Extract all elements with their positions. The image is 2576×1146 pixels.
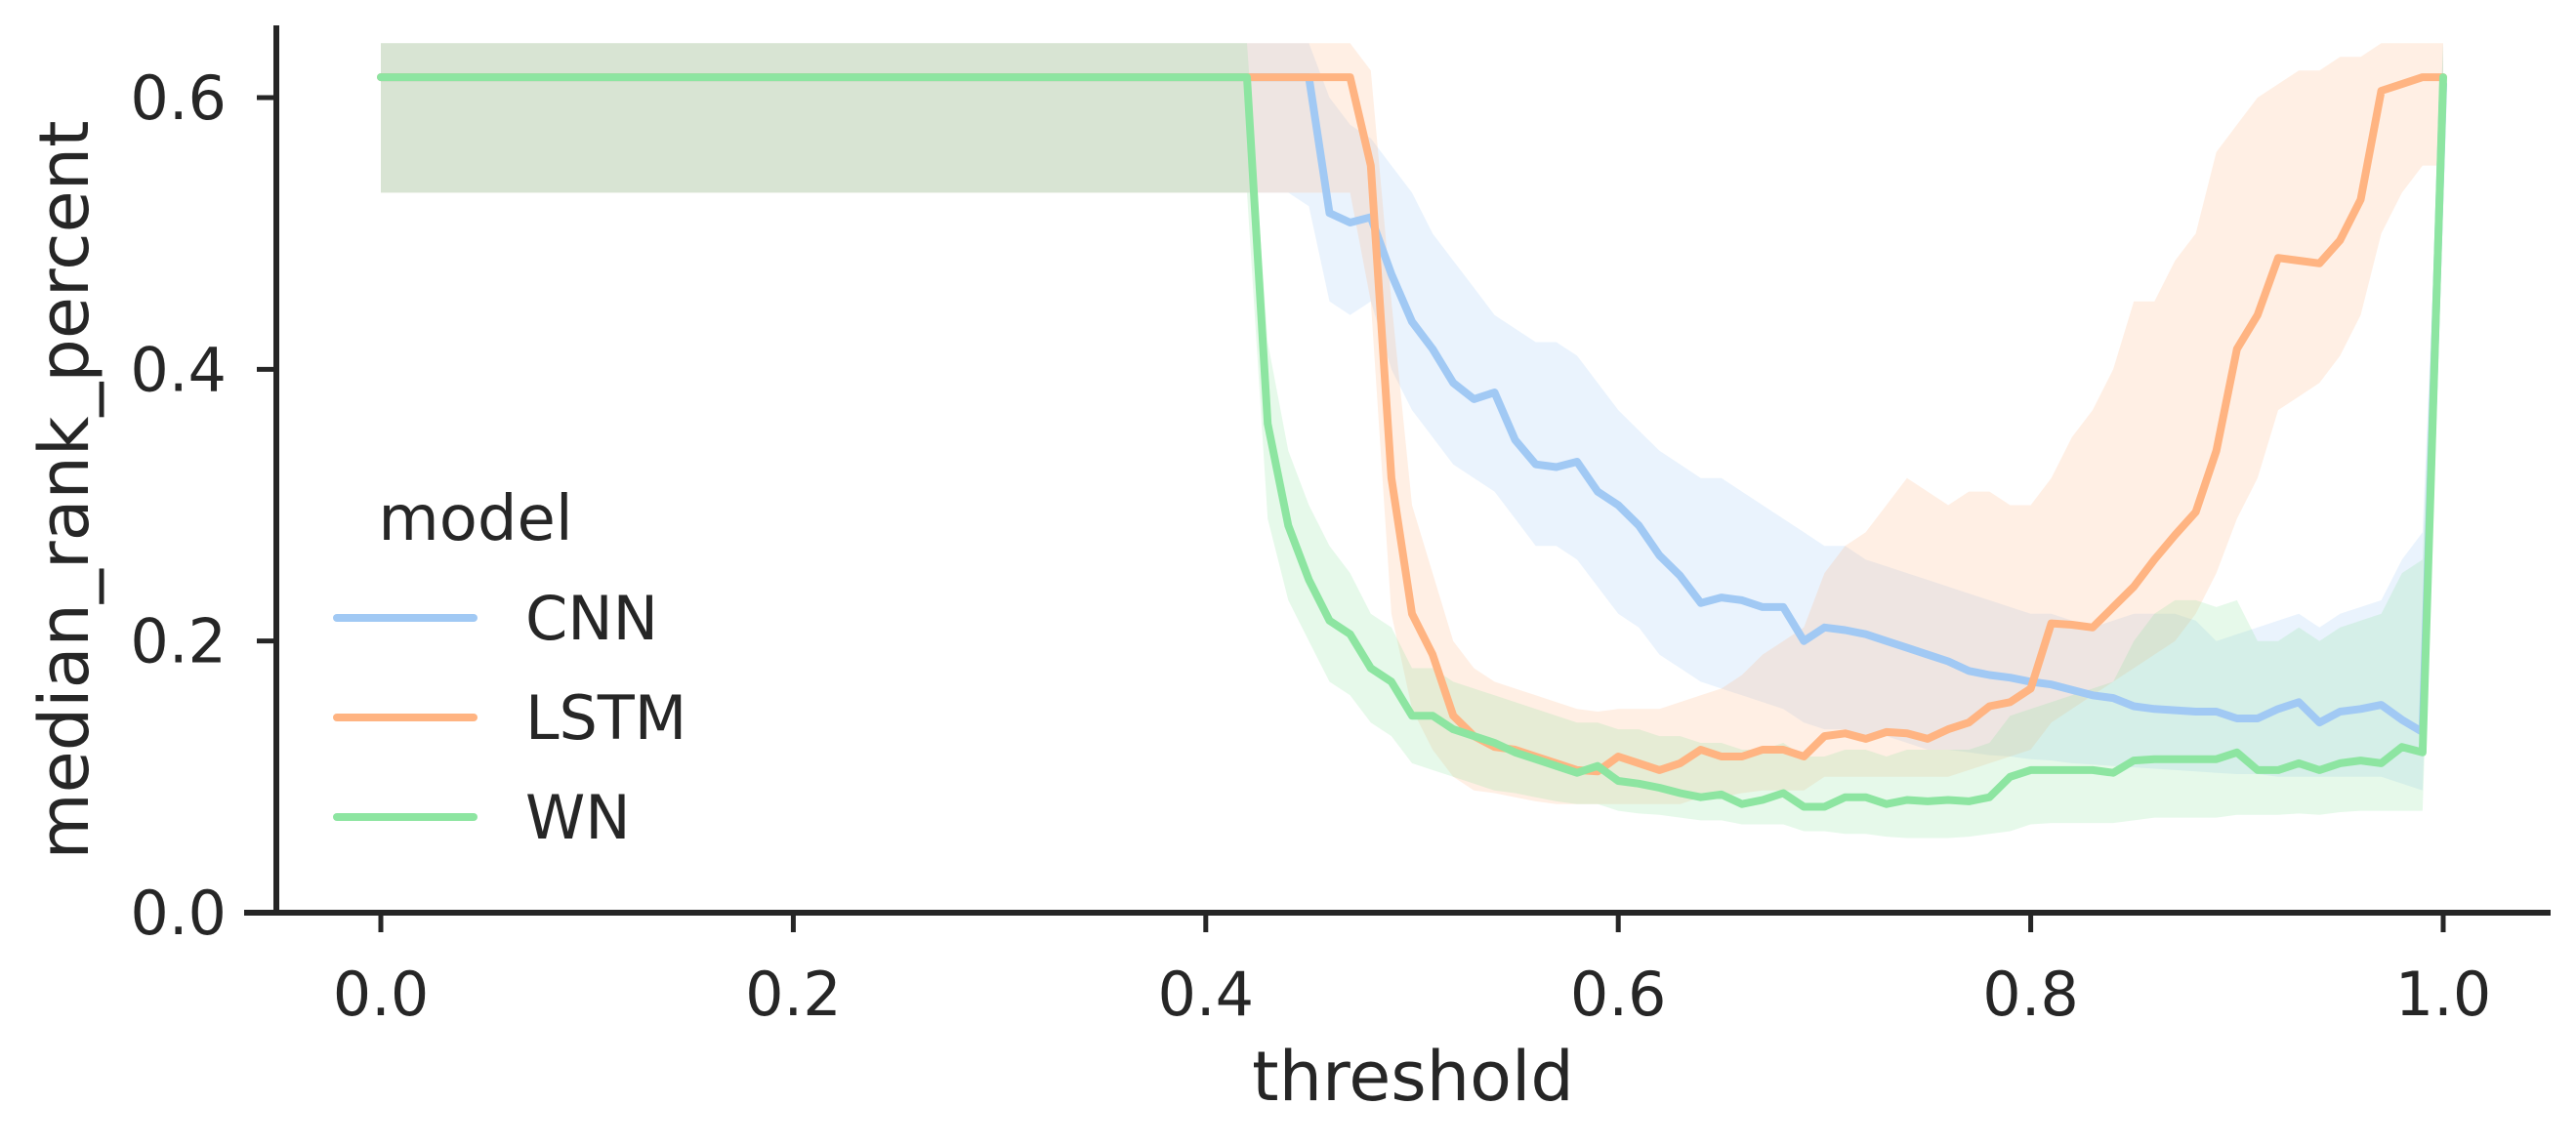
confidence-bands	[381, 43, 2443, 839]
x-tick-label: 0.6	[1570, 959, 1667, 1030]
wn-confidence-band	[381, 43, 2443, 839]
x-tick-label: 1.0	[2395, 959, 2492, 1030]
y-axis-title: median_rank_percent	[24, 120, 104, 859]
series-lines	[377, 73, 2447, 811]
legend-label-cnn: CNN	[525, 583, 658, 654]
y-tick-label: 0.2	[130, 606, 227, 677]
x-ticks: 0.0 0.2 0.4 0.6 0.8 1.0	[333, 913, 2492, 1030]
legend-label-lstm: LSTM	[525, 682, 686, 754]
cnn-confidence-band	[381, 43, 2443, 791]
cnn-series-line	[377, 73, 2447, 736]
y-ticks: 0.0 0.2 0.4 0.6	[130, 62, 276, 949]
wn-series-line	[377, 73, 2447, 811]
x-tick-label: 0.8	[1982, 959, 2079, 1030]
legend-items: CNN LSTM WN	[333, 583, 686, 853]
axes	[244, 25, 2551, 916]
legend-label-wn: WN	[525, 782, 631, 853]
x-axis-title: threshold	[1252, 1037, 1574, 1117]
legend: model CNN LSTM WN	[333, 483, 686, 853]
x-tick-label: 0.0	[333, 959, 430, 1030]
x-tick-label: 0.4	[1157, 959, 1254, 1030]
y-tick-label: 0.4	[130, 334, 227, 405]
lstm-confidence-band	[381, 43, 2443, 804]
legend-title: model	[378, 483, 572, 555]
y-tick-label: 0.6	[130, 62, 227, 134]
y-tick-label: 0.0	[130, 878, 227, 949]
lstm-series-line	[377, 73, 2447, 776]
x-tick-label: 0.2	[745, 959, 842, 1030]
